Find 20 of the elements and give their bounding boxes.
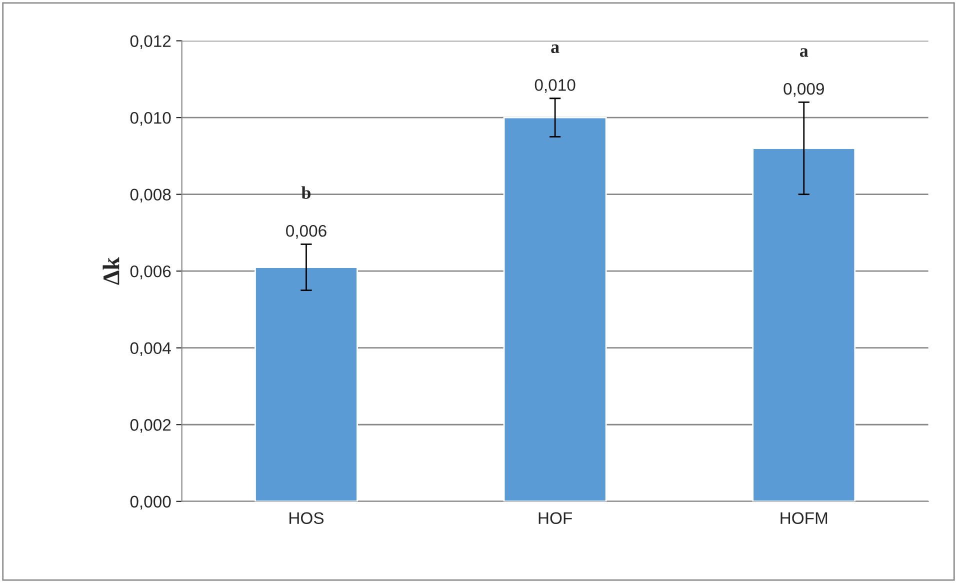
annotation: a xyxy=(551,44,560,54)
bar xyxy=(752,148,856,502)
annotation: b xyxy=(301,186,311,199)
x-tick-label: HOF xyxy=(538,512,572,524)
y-tick-label: 0,006 xyxy=(130,265,171,280)
data-label: 0,010 xyxy=(534,79,576,93)
y-tick-label: 0,010 xyxy=(130,112,171,126)
data-label: 0,006 xyxy=(286,224,326,239)
bar xyxy=(254,266,358,502)
x-tick-label: HOFM xyxy=(780,512,828,524)
y-tick-label: 0,002 xyxy=(130,419,171,433)
bar xyxy=(503,116,607,502)
annotation: a xyxy=(800,48,808,57)
y-tick-label: 0,000 xyxy=(130,496,171,510)
y-tick-label: 0,008 xyxy=(130,188,171,203)
y-tick-label: 0,012 xyxy=(130,35,171,49)
x-tick-label: HOS xyxy=(290,512,324,524)
y-axis-title: Δk xyxy=(102,257,120,285)
data-label: 0,009 xyxy=(784,82,824,97)
y-tick-label: 0,004 xyxy=(130,342,171,356)
